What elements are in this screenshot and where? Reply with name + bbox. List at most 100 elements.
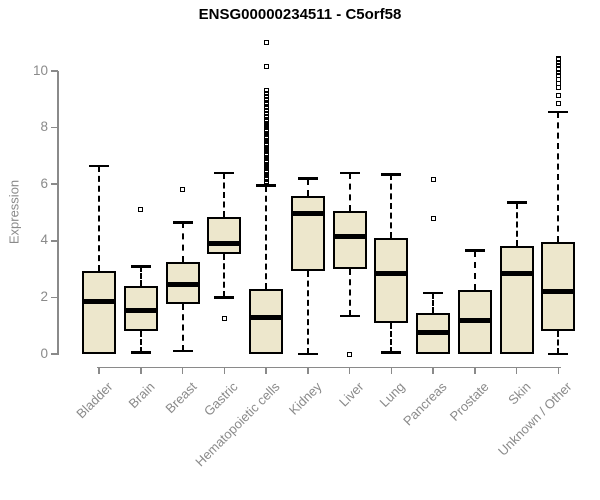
x-axis-tick bbox=[474, 367, 476, 374]
lower-whisker-cap bbox=[548, 352, 569, 356]
upper-whisker-line bbox=[390, 174, 393, 238]
upper-whisker-line bbox=[473, 250, 476, 291]
lower-whisker-line bbox=[223, 253, 226, 298]
outlier-point bbox=[555, 55, 561, 61]
y-axis-tick-label: 10 bbox=[32, 62, 48, 78]
y-axis-tick bbox=[51, 296, 58, 299]
outlier-point bbox=[263, 91, 269, 97]
lower-whisker-cap bbox=[214, 296, 235, 299]
x-axis-tick bbox=[140, 367, 142, 374]
x-axis-tick bbox=[223, 367, 225, 374]
outlier-point bbox=[138, 207, 144, 213]
median-line bbox=[376, 270, 407, 276]
lower-whisker-line bbox=[390, 322, 393, 353]
outlier-point bbox=[221, 316, 227, 322]
median-line bbox=[292, 211, 323, 217]
median-line bbox=[84, 299, 114, 305]
outlier-point bbox=[430, 215, 436, 221]
x-axis-tick bbox=[181, 367, 184, 374]
median-line bbox=[459, 317, 490, 323]
outlier-point bbox=[263, 99, 269, 105]
y-axis-tick-label: 0 bbox=[40, 345, 48, 361]
lower-whisker-cap bbox=[381, 351, 402, 354]
upper-whisker-cap bbox=[339, 171, 360, 175]
outlier-point bbox=[555, 65, 561, 71]
outlier-point bbox=[263, 116, 269, 122]
outlier-point bbox=[555, 101, 561, 107]
outlier-point bbox=[263, 108, 269, 114]
upper-whisker-line bbox=[348, 172, 351, 212]
x-axis-tick bbox=[515, 367, 518, 374]
y-axis-tick bbox=[51, 240, 58, 242]
x-axis-tick bbox=[432, 367, 434, 374]
upper-whisker-cap bbox=[89, 164, 109, 168]
x-axis-tick bbox=[348, 367, 351, 374]
y-axis-tick-label: 6 bbox=[40, 175, 48, 191]
iqr-box bbox=[332, 211, 367, 270]
outlier-point bbox=[555, 62, 561, 68]
upper-whisker-cap bbox=[256, 184, 276, 187]
median-line bbox=[251, 314, 281, 320]
y-axis-tick bbox=[51, 70, 58, 72]
upper-whisker-line bbox=[432, 293, 434, 313]
y-axis-tick-label: 8 bbox=[40, 119, 48, 135]
upper-whisker-cap bbox=[297, 177, 318, 180]
x-axis-tick bbox=[265, 367, 267, 374]
median-line bbox=[334, 234, 365, 240]
upper-whisker-cap bbox=[214, 171, 235, 175]
iqr-box bbox=[82, 270, 116, 354]
upper-whisker-line bbox=[139, 266, 142, 287]
upper-whisker-cap bbox=[172, 221, 193, 224]
lower-whisker-cap bbox=[172, 349, 193, 353]
upper-whisker-cap bbox=[381, 173, 402, 176]
upper-whisker-line bbox=[98, 165, 100, 271]
y-axis-tick bbox=[51, 183, 58, 185]
upper-whisker-cap bbox=[506, 201, 527, 204]
outlier-point bbox=[555, 81, 561, 87]
iqr-box bbox=[374, 237, 409, 323]
outlier-point bbox=[263, 110, 269, 116]
lower-whisker-line bbox=[181, 304, 184, 352]
iqr-box bbox=[290, 195, 325, 271]
iqr-box bbox=[249, 288, 283, 354]
upper-whisker-line bbox=[223, 172, 226, 217]
outlier-point bbox=[263, 93, 269, 99]
lower-whisker-line bbox=[557, 331, 560, 354]
outlier-point bbox=[263, 113, 269, 119]
y-axis-tick bbox=[51, 126, 58, 129]
upper-whisker-line bbox=[181, 222, 184, 262]
outlier-point bbox=[263, 40, 269, 46]
outlier-point bbox=[263, 102, 269, 108]
median-line bbox=[501, 270, 532, 276]
y-axis-tick-label: 2 bbox=[40, 288, 48, 304]
x-axis-tick bbox=[557, 367, 559, 374]
outlier-point bbox=[263, 96, 269, 102]
upper-whisker-line bbox=[515, 202, 518, 247]
chart-title: ENSG00000234511 - C5orf58 bbox=[198, 6, 402, 23]
y-axis-tick-label: 4 bbox=[40, 232, 48, 248]
outlier-point bbox=[263, 105, 269, 111]
upper-whisker-cap bbox=[423, 291, 443, 295]
upper-whisker-cap bbox=[464, 249, 485, 252]
outlier-point bbox=[555, 76, 561, 82]
x-axis-category-label: Unknown / Other bbox=[495, 379, 575, 459]
y-axis-line bbox=[57, 71, 59, 355]
lower-whisker-line bbox=[139, 331, 142, 353]
x-axis-tick bbox=[98, 367, 100, 374]
upper-whisker-cap bbox=[548, 110, 569, 114]
x-axis-line bbox=[97, 366, 561, 368]
iqr-box bbox=[207, 216, 242, 254]
iqr-box bbox=[541, 242, 576, 332]
lower-whisker-line bbox=[306, 270, 309, 354]
median-line bbox=[209, 241, 240, 247]
lower-whisker-cap bbox=[297, 352, 318, 356]
lower-whisker-line bbox=[348, 269, 351, 316]
outlier-point bbox=[347, 351, 352, 357]
median-line bbox=[167, 282, 198, 288]
lower-whisker-cap bbox=[130, 351, 151, 354]
outlier-point bbox=[555, 92, 561, 98]
median-line bbox=[418, 330, 448, 336]
iqr-box bbox=[499, 246, 534, 354]
x-axis-tick bbox=[307, 367, 309, 374]
